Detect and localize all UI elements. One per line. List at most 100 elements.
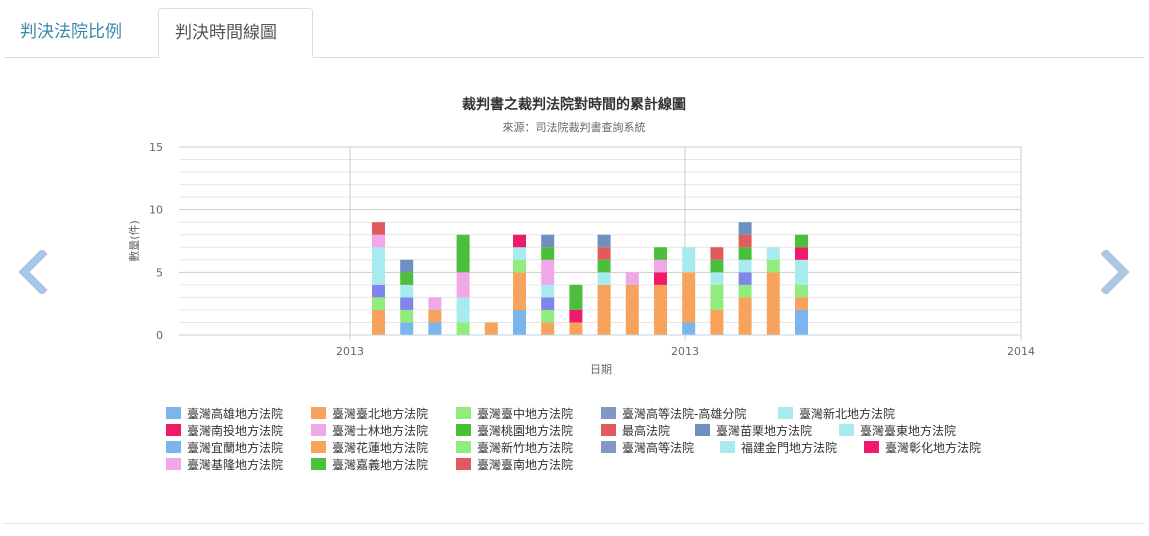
- bar-segment[interactable]: [541, 247, 555, 260]
- bar-segment[interactable]: [541, 309, 555, 323]
- legend-label: 臺灣士林地方法院: [332, 423, 428, 438]
- bar-segment[interactable]: [372, 222, 385, 235]
- bar-segment[interactable]: [541, 297, 555, 310]
- bar-segment[interactable]: [513, 272, 526, 310]
- legend-item[interactable]: 臺灣桃園地方法院: [456, 423, 573, 438]
- bar-segment[interactable]: [795, 259, 808, 285]
- bar-segment[interactable]: [710, 284, 724, 310]
- bar-segment[interactable]: [795, 309, 808, 335]
- legend-item[interactable]: 臺灣苗栗地方法院: [695, 423, 812, 438]
- bar-segment[interactable]: [541, 234, 555, 248]
- bar-segment[interactable]: [569, 309, 583, 323]
- legend-item[interactable]: 臺灣新竹地方法院: [456, 440, 573, 455]
- legend-item[interactable]: 臺灣宜蘭地方法院: [166, 440, 283, 455]
- bar-segment[interactable]: [682, 272, 696, 323]
- y-tick-label: 5: [156, 266, 163, 279]
- bar-segment[interactable]: [597, 247, 611, 260]
- legend-item[interactable]: 臺灣士林地方法院: [311, 423, 428, 438]
- bar-segment[interactable]: [738, 222, 752, 235]
- legend-item[interactable]: 臺灣彰化地方法院: [864, 440, 981, 455]
- bar-segment[interactable]: [766, 259, 780, 273]
- bar-segment[interactable]: [372, 309, 385, 335]
- legend-item[interactable]: 臺灣花蓮地方法院: [311, 440, 428, 455]
- legend-item[interactable]: 臺灣高雄地方法院: [166, 406, 283, 421]
- bar-segment[interactable]: [654, 259, 667, 273]
- bar-segment[interactable]: [738, 272, 752, 285]
- legend-item[interactable]: 臺灣高等法院-高雄分院: [601, 406, 746, 421]
- tab-timeline[interactable]: 判決時間線圖: [158, 8, 313, 58]
- legend-swatch: [311, 424, 326, 436]
- bar-segment[interactable]: [795, 247, 808, 260]
- bar-segment[interactable]: [513, 309, 526, 335]
- bar-segment[interactable]: [597, 259, 611, 273]
- bar-segment[interactable]: [710, 272, 724, 285]
- bar-segment[interactable]: [513, 234, 526, 248]
- bar-segment[interactable]: [654, 284, 667, 335]
- bar-segment[interactable]: [710, 247, 724, 260]
- y-tick-label: 0: [156, 329, 163, 342]
- legend-item[interactable]: 臺灣臺南地方法院: [456, 457, 573, 472]
- bar-segment[interactable]: [372, 284, 385, 298]
- bar-segment[interactable]: [738, 247, 752, 260]
- legend-item[interactable]: 福建金門地方法院: [720, 440, 837, 455]
- bar-segment[interactable]: [625, 272, 639, 285]
- bar-segment[interactable]: [456, 272, 470, 298]
- bar-segment[interactable]: [654, 272, 667, 285]
- bar-segment[interactable]: [400, 309, 414, 323]
- bar-segment[interactable]: [710, 259, 724, 273]
- bar-segment[interactable]: [597, 272, 611, 285]
- bar-segment[interactable]: [400, 272, 414, 285]
- bar-segment[interactable]: [795, 234, 808, 248]
- bar-segment[interactable]: [428, 322, 442, 335]
- bar-segment[interactable]: [400, 322, 414, 335]
- bar-segment[interactable]: [795, 284, 808, 298]
- bar-segment[interactable]: [682, 247, 696, 273]
- legend-item[interactable]: 臺灣臺中地方法院: [456, 406, 573, 421]
- legend-item[interactable]: 臺灣臺北地方法院: [311, 406, 428, 421]
- bar-segment[interactable]: [795, 297, 808, 310]
- legend-item[interactable]: 臺灣高等法院: [601, 440, 694, 455]
- bar-segment[interactable]: [541, 322, 555, 335]
- bar-segment[interactable]: [484, 322, 498, 335]
- bar-segment[interactable]: [766, 272, 780, 335]
- bar-segment[interactable]: [372, 297, 385, 310]
- bar-segment[interactable]: [597, 284, 611, 335]
- bar-segment[interactable]: [428, 309, 442, 323]
- legend-item[interactable]: 臺灣嘉義地方法院: [311, 457, 428, 472]
- x-tick-label: 2013: [336, 345, 364, 358]
- bar-segment[interactable]: [513, 259, 526, 273]
- carousel-next-button[interactable]: [1094, 248, 1134, 296]
- legend-item[interactable]: 臺灣南投地方法院: [166, 423, 283, 438]
- legend-item[interactable]: 臺灣新北地方法院: [778, 406, 895, 421]
- legend-item[interactable]: 臺灣基隆地方法院: [166, 457, 283, 472]
- bar-segment[interactable]: [569, 284, 583, 310]
- bar-segment[interactable]: [456, 234, 470, 273]
- bar-segment[interactable]: [372, 234, 385, 248]
- bar-segment[interactable]: [738, 284, 752, 298]
- bar-segment[interactable]: [738, 297, 752, 335]
- bar-segment[interactable]: [710, 309, 724, 335]
- bar-segment[interactable]: [654, 247, 667, 260]
- bar-segment[interactable]: [400, 284, 414, 298]
- carousel-prev-button[interactable]: [14, 248, 54, 296]
- bar-segment[interactable]: [625, 284, 639, 335]
- legend-item[interactable]: 最高法院: [601, 423, 670, 438]
- bar-segment[interactable]: [541, 284, 555, 298]
- bar-segment[interactable]: [372, 247, 385, 285]
- bar-segment[interactable]: [682, 322, 696, 335]
- bar-segment[interactable]: [400, 297, 414, 310]
- bar-segment[interactable]: [541, 259, 555, 285]
- legend-item[interactable]: 臺灣臺東地方法院: [839, 423, 956, 438]
- bar-segment[interactable]: [513, 247, 526, 260]
- bar-segment[interactable]: [456, 322, 470, 335]
- bar-segment[interactable]: [738, 234, 752, 248]
- bar-segment[interactable]: [597, 234, 611, 248]
- legend-label: 臺灣高雄地方法院: [187, 406, 283, 421]
- bar-segment[interactable]: [400, 259, 414, 273]
- bar-segment[interactable]: [456, 297, 470, 323]
- tab-court-ratio[interactable]: 判決法院比例: [20, 22, 122, 42]
- bar-segment[interactable]: [738, 259, 752, 273]
- bar-segment[interactable]: [766, 247, 780, 260]
- bar-segment[interactable]: [428, 297, 442, 310]
- bar-segment[interactable]: [569, 322, 583, 335]
